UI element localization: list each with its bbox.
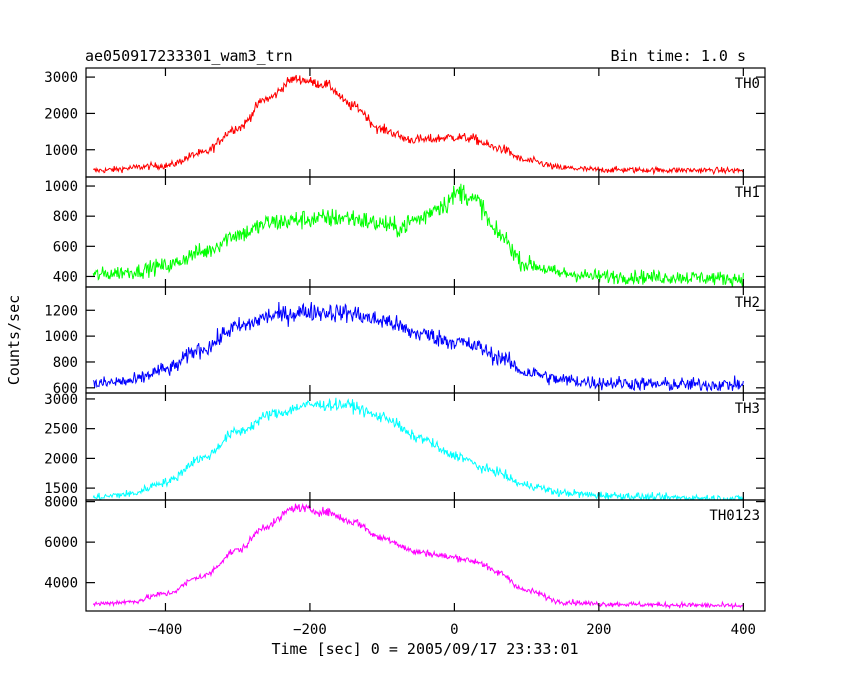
y-tick-label: 600: [53, 239, 78, 255]
y-tick-label: 1200: [44, 303, 78, 319]
y-tick-label: 8000: [44, 495, 78, 511]
series-line-th3: [92, 397, 744, 500]
y-tick-label: 1000: [44, 329, 78, 345]
panel-frame-th2: [85, 286, 766, 394]
panel-frame-th1: [85, 176, 766, 288]
panel-label-th1: TH1: [735, 185, 760, 201]
series-line-th0123: [92, 502, 744, 611]
panel-label-th0: TH0: [735, 76, 760, 92]
panel-frame-th0123: [85, 499, 766, 612]
y-tick-label: 3000: [44, 392, 78, 408]
x-tick-label: 200: [586, 622, 611, 638]
y-tick-label: 2500: [44, 422, 78, 438]
panel-label-th2: TH2: [735, 295, 760, 311]
x-tick-label: 400: [731, 622, 756, 638]
x-tick-label: 0: [450, 622, 458, 638]
y-tick-label: 1000: [44, 143, 78, 159]
y-tick-label: 6000: [44, 535, 78, 551]
x-tick-label: −400: [149, 622, 183, 638]
y-tick-label: 4000: [44, 576, 78, 592]
y-tick-label: 2000: [44, 451, 78, 467]
y-tick-label: 800: [53, 209, 78, 225]
panel-label-th3: TH3: [735, 401, 760, 417]
panel-frame-th3: [85, 392, 766, 501]
y-tick-label: 400: [53, 269, 78, 285]
y-tick-label: 800: [53, 355, 78, 371]
y-tick-label: 3000: [44, 70, 78, 86]
y-tick-label: 600: [53, 381, 78, 397]
series-line-th0: [92, 74, 744, 176]
x-axis-label: Time [sec] 0 = 2005/09/17 23:33:01: [271, 640, 578, 658]
y-tick-label: 2000: [44, 106, 78, 122]
bin-time-label: Bin time: 1.0 s: [611, 47, 746, 65]
y-axis-label: Counts/sec: [5, 295, 23, 385]
series-line-th2: [92, 301, 744, 393]
x-tick-label: −200: [293, 622, 327, 638]
y-tick-label: 1000: [44, 179, 78, 195]
y-tick-label: 1500: [44, 481, 78, 497]
chart-title: ae050917233301_wam3_trn: [85, 47, 293, 65]
series-line-th1: [92, 183, 744, 287]
panel-label-th0123: TH0123: [709, 508, 760, 524]
